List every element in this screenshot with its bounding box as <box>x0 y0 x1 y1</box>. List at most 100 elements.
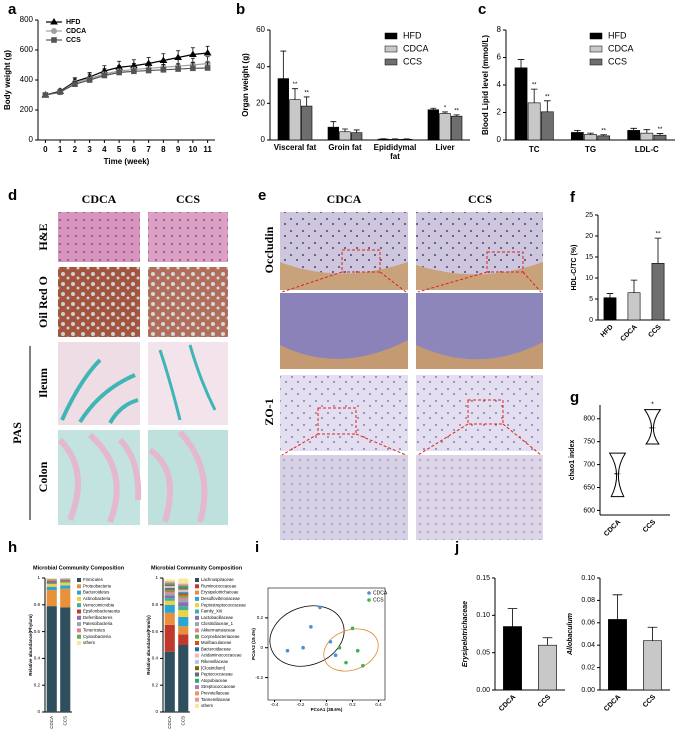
bar-segment <box>178 592 189 594</box>
y-tick-label: 800 <box>583 416 595 423</box>
bar <box>377 138 389 141</box>
bar <box>389 138 401 141</box>
legend-label: Verrucomicrobia <box>83 602 115 607</box>
legend-label: Actinobacteria <box>83 596 111 601</box>
x-tick-label: CCS <box>642 519 658 535</box>
marker <box>57 89 63 95</box>
error-bar <box>643 129 651 134</box>
y-tick-label: 8 <box>497 25 502 34</box>
error-bar <box>600 134 607 136</box>
legend-label: Patescibacteria <box>83 621 113 626</box>
bar-segment <box>164 595 175 599</box>
point <box>285 648 290 653</box>
group-label: PAS <box>10 422 24 444</box>
bar <box>439 113 451 141</box>
y-tick-label: 0.2 <box>257 615 264 620</box>
marker <box>204 65 211 71</box>
x-tick-label-box: Visceral fat <box>274 143 317 152</box>
bar-segment <box>178 586 189 588</box>
panel-letter: h <box>8 539 17 556</box>
legend-swatch <box>195 596 199 601</box>
y-tick-label: 0.2 <box>152 682 159 687</box>
y-tick-label: 0.4 <box>152 656 159 661</box>
y-tick-label: 800 <box>20 15 34 24</box>
x-tick-label: -0.2 <box>297 702 305 707</box>
y-tick-label: 0 <box>589 317 593 324</box>
significance: ** <box>545 94 550 100</box>
y-tick-label: 0.6 <box>34 629 41 634</box>
legend-label: CCS <box>373 597 384 603</box>
y-tick-label: 750 <box>583 439 595 446</box>
legend-label: CDCA <box>66 28 86 35</box>
x-tick-label: -0.4 <box>271 702 279 707</box>
bar-segment <box>164 582 175 583</box>
legend-label: Deferribacteres <box>83 615 112 620</box>
y-tick-label: 0.10 <box>476 612 490 619</box>
bar-segment <box>164 612 175 625</box>
legend-label: Peptostreptococcaceae <box>201 602 247 607</box>
y-tick-label: 200 <box>20 105 34 114</box>
bar-segment <box>164 584 175 585</box>
x-tick-label: TC <box>529 145 540 154</box>
y-tick-label: 0.10 <box>581 575 595 582</box>
series-line <box>45 52 208 96</box>
error-bar <box>280 50 287 79</box>
bar-segment <box>46 584 57 587</box>
significance: ** <box>601 128 606 134</box>
bar-segment <box>60 581 71 583</box>
x-tick-label: 3 <box>87 145 92 154</box>
bar-segment <box>178 602 189 607</box>
legend-label: Lachnospiraceae <box>201 577 234 582</box>
y-axis-label: HDL-C/TC (%) <box>571 245 578 291</box>
zo1-image <box>416 375 543 451</box>
legend-swatch <box>195 659 199 664</box>
point <box>333 653 338 657</box>
legend-label: Firmicutes <box>83 577 103 582</box>
error-bar <box>507 608 518 627</box>
bar-segment <box>178 616 189 627</box>
y-tick-label: 0 <box>155 709 158 714</box>
bar-segment <box>164 589 175 591</box>
bar-segment <box>46 586 57 591</box>
bar-segment <box>60 582 71 586</box>
bar-segment <box>60 607 71 712</box>
colon-texture <box>57 432 142 524</box>
x-tick-label: 10 <box>188 145 197 154</box>
x-tick-label: 0 <box>325 702 328 707</box>
zoom-boxes <box>281 249 542 456</box>
error-bar <box>630 279 638 293</box>
legend-label: CCS <box>66 37 81 44</box>
legend-label: Corynebacteriaceae <box>201 634 240 639</box>
muscle-zoom <box>280 340 408 369</box>
colon-texture <box>148 429 208 523</box>
row-label: ZO-1 <box>262 398 276 425</box>
legend-label: others <box>83 640 95 645</box>
y-axis-label: Relative abundance(Family) <box>146 615 151 675</box>
legend-label: Bacteroidetes <box>83 590 109 595</box>
y-axis-label: Body weight (g) <box>3 50 12 110</box>
bar-segment <box>60 579 71 581</box>
legend-swatch <box>589 58 603 66</box>
oil-red-image <box>148 267 228 337</box>
bar <box>527 102 541 141</box>
x-tick-label: CCS <box>62 716 67 726</box>
y-tick-label: 15 <box>585 254 593 261</box>
histology-e: e CDCA CCS Occludin ZO-1 <box>258 187 543 540</box>
y-tick-label: 0.4 <box>34 656 41 661</box>
bar <box>538 644 557 691</box>
legend-swatch <box>195 578 199 582</box>
bar-segment <box>46 590 57 607</box>
y-tick-label: 0.02 <box>581 664 595 671</box>
x-tick-label: LDL-C <box>635 145 659 154</box>
legend-swatch <box>195 704 199 708</box>
error-bar <box>542 637 553 646</box>
legend-label: Rikenellaceae <box>201 659 229 664</box>
he-texture <box>148 212 228 262</box>
legend-swatch <box>384 58 398 66</box>
legend-swatch <box>195 691 199 696</box>
y-tick-label: 0.6 <box>152 629 159 634</box>
bar-segment <box>164 651 175 712</box>
significance: ** <box>656 232 661 238</box>
y-tick-label: 10 <box>585 275 593 282</box>
